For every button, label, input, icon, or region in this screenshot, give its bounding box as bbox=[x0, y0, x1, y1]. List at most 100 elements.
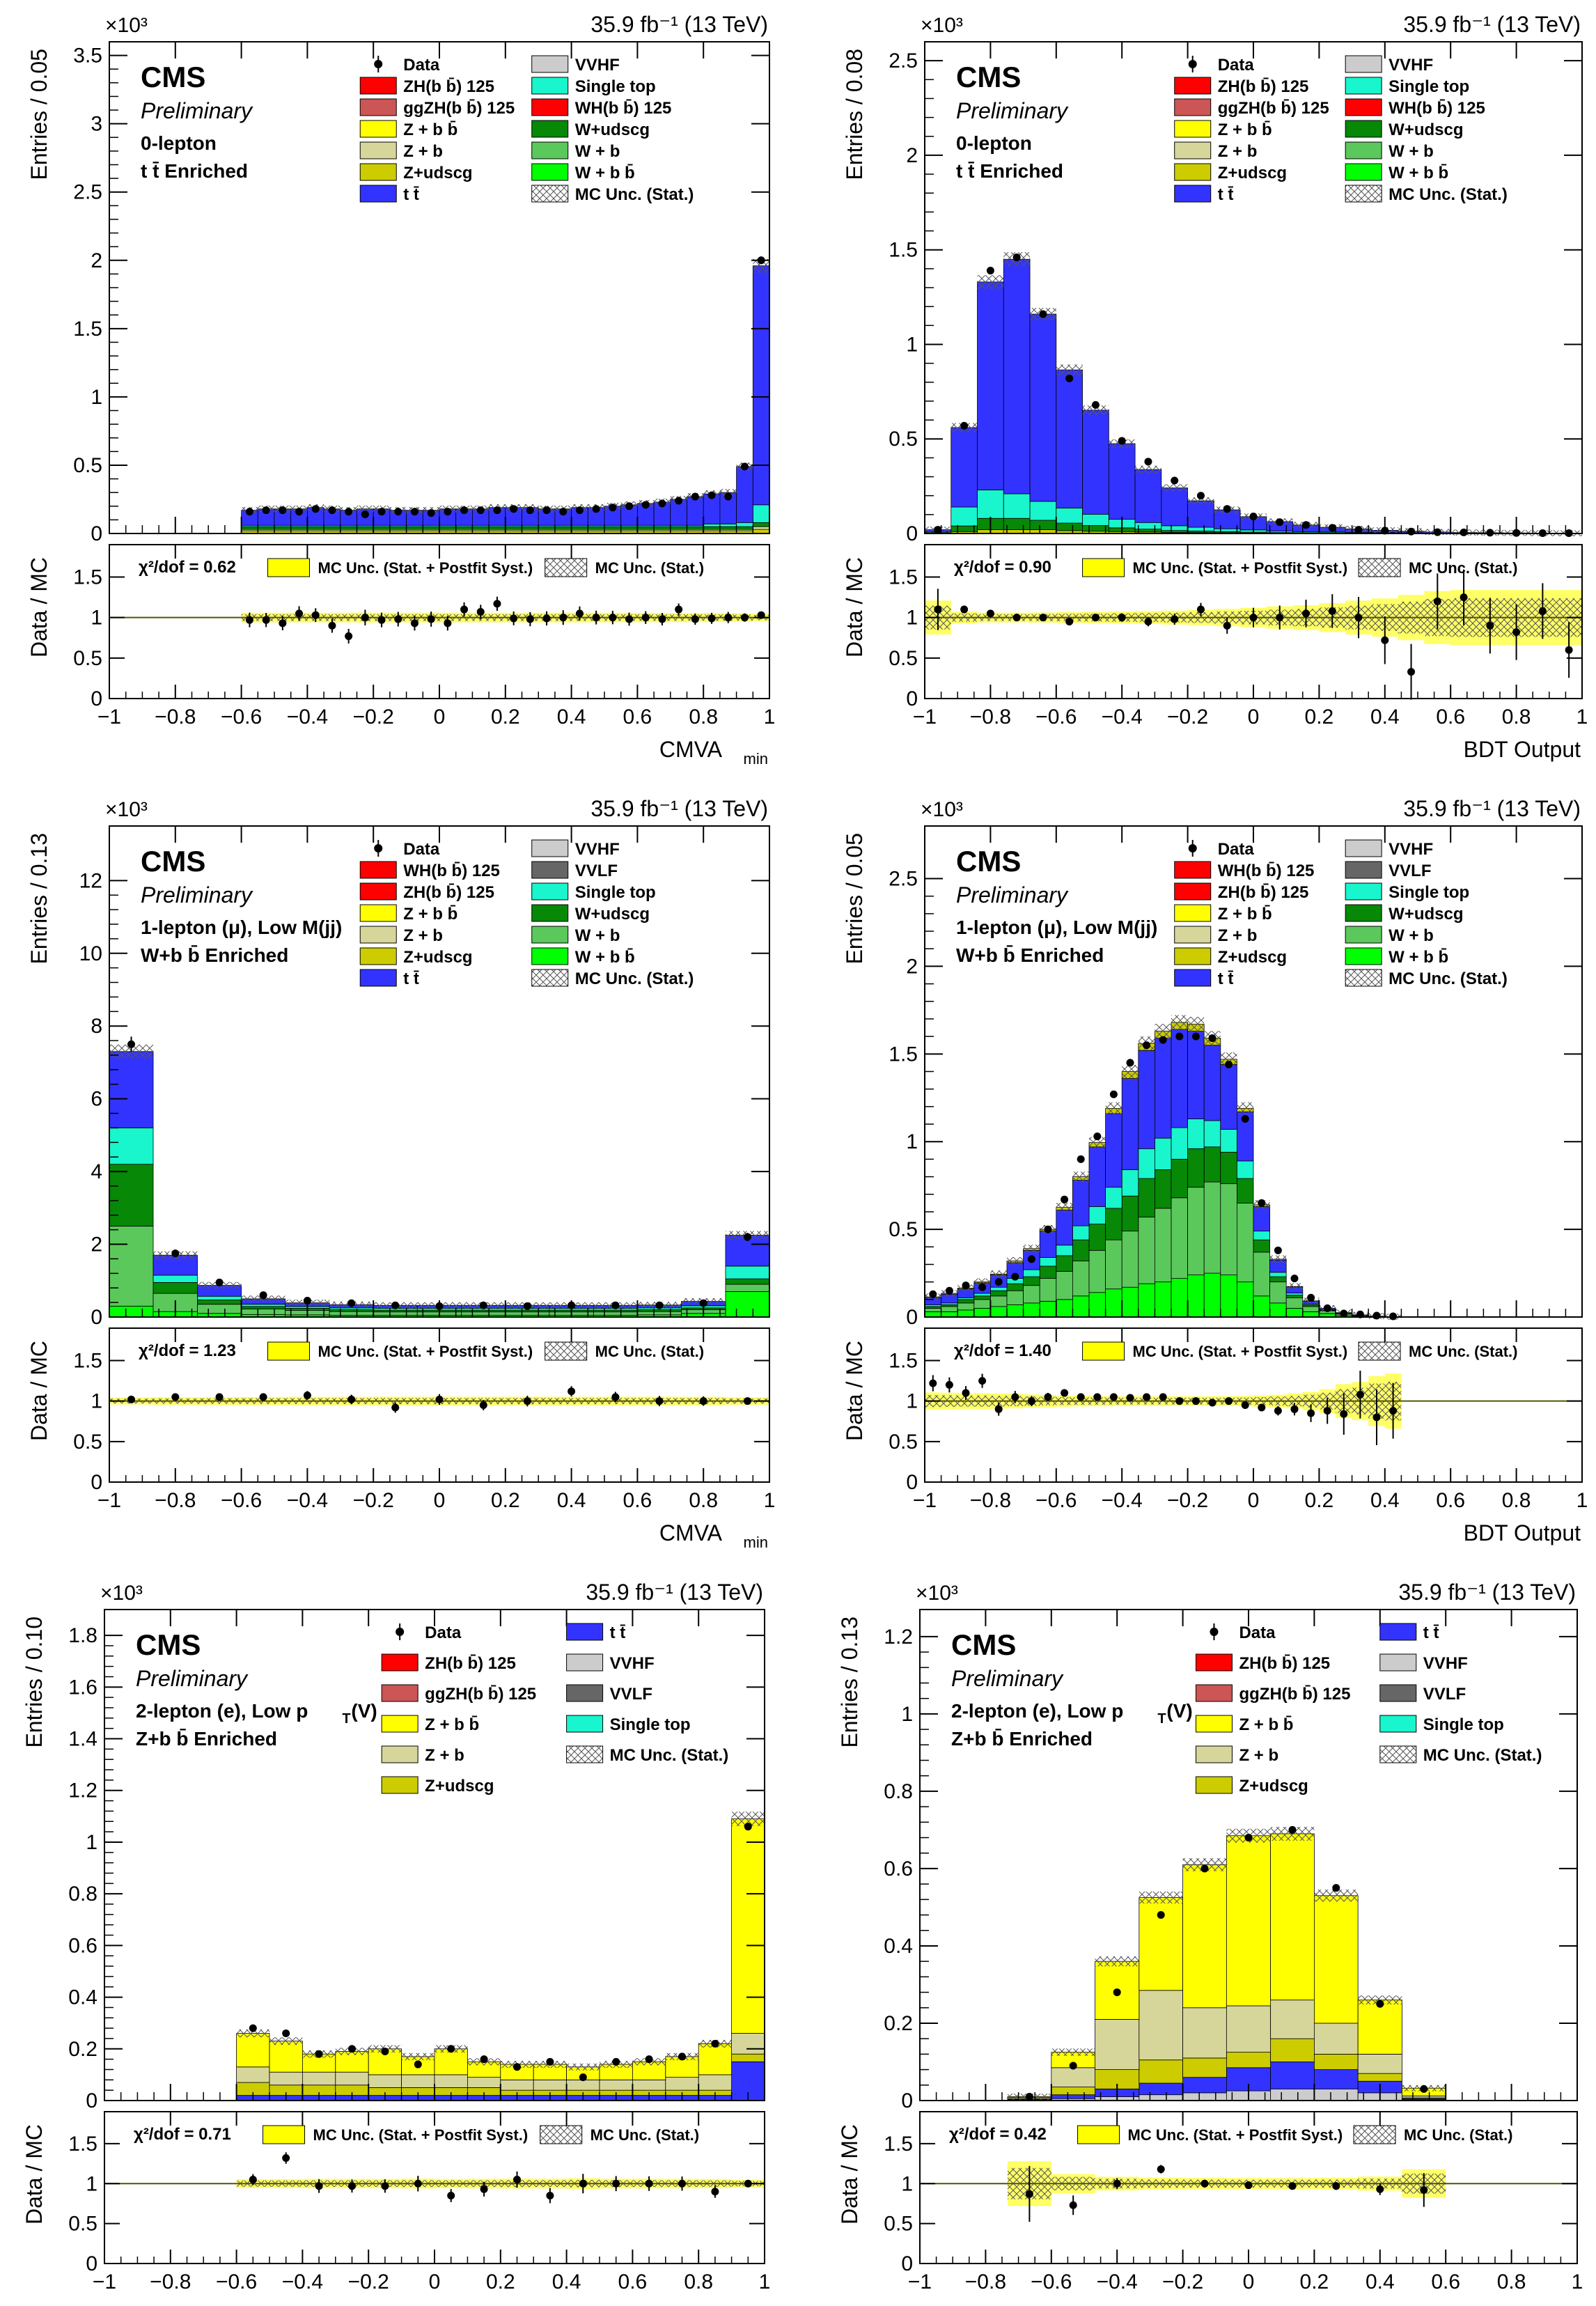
histogram-bar bbox=[461, 1311, 506, 1316]
histogram-bar bbox=[571, 526, 588, 530]
ratio-legend-syst-label: MC Unc. (Stat. + Postfit Syst.) bbox=[1133, 1343, 1348, 1360]
histogram-bar bbox=[1056, 1245, 1073, 1256]
y-tick-label: 2 bbox=[91, 1233, 102, 1256]
histogram-bar bbox=[109, 1305, 154, 1318]
lumi-label: 35.9 fb⁻¹ (13 TeV) bbox=[1398, 1580, 1576, 1605]
ratio-point bbox=[960, 605, 969, 614]
legend-label: VVHF bbox=[1388, 56, 1433, 75]
data-point bbox=[1486, 529, 1494, 537]
histogram-bar bbox=[1155, 1137, 1172, 1170]
histogram-bar bbox=[1039, 1265, 1057, 1279]
x-tick-label: −0.4 bbox=[1097, 2270, 1138, 2293]
legend-swatch bbox=[1379, 1623, 1417, 1641]
legend-label: ggZH(b b̄) 125 bbox=[1239, 1685, 1350, 1704]
mc-stat-uncertainty bbox=[109, 1044, 769, 1309]
ratio-panel: χ²/dof = 0.90 MC Unc. (Stat. + Postfit Sy… bbox=[842, 544, 1588, 762]
hatch-band bbox=[1056, 364, 1083, 375]
histogram-bar bbox=[973, 1299, 991, 1309]
ratio-point bbox=[1171, 615, 1179, 623]
x-tick-label: 0.8 bbox=[684, 2270, 713, 2293]
legend-swatch bbox=[531, 77, 569, 95]
y-tick-label: 0 bbox=[906, 522, 918, 545]
histogram-bar bbox=[373, 1311, 418, 1316]
histogram-bar bbox=[924, 1311, 942, 1318]
data-point bbox=[678, 2052, 686, 2061]
ratio-point bbox=[1012, 614, 1021, 622]
data-point bbox=[215, 1278, 224, 1286]
ratio-point bbox=[311, 611, 320, 619]
ratio-point bbox=[1159, 1393, 1167, 1401]
legend-label: W+udscg bbox=[575, 120, 650, 139]
legend: Data ZH(b b̄) 125 ggZH(b b̄) 125 Z + b b̄ Z … bbox=[381, 1623, 728, 1795]
legend-label: Z + b b̄ bbox=[403, 120, 457, 139]
ratio-point bbox=[1223, 621, 1231, 630]
histogram-bar bbox=[1056, 507, 1083, 524]
legend-label: Data bbox=[1239, 1623, 1276, 1642]
x-tick-label: 1 bbox=[764, 706, 776, 729]
ratio-point bbox=[1044, 1393, 1052, 1401]
data-point bbox=[348, 2045, 356, 2053]
legend-label: ggZH(b b̄) 125 bbox=[403, 99, 515, 118]
histogram-bar bbox=[653, 526, 671, 530]
legend-label: Data bbox=[1218, 840, 1255, 859]
hatch-band bbox=[1056, 1203, 1073, 1213]
ratio-point bbox=[1307, 1409, 1315, 1417]
ratio-point bbox=[1126, 1394, 1134, 1402]
histogram-bar bbox=[1088, 1292, 1106, 1318]
ratio-point bbox=[625, 615, 634, 623]
histogram-bar bbox=[1302, 1311, 1320, 1318]
histogram-bar bbox=[1182, 2077, 1227, 2094]
legend-hatch-swatch bbox=[566, 1745, 604, 1763]
legend-label: Z+udscg bbox=[403, 164, 472, 182]
histogram-bar bbox=[1072, 1225, 1090, 1240]
legend-swatch bbox=[1174, 926, 1212, 944]
histogram-bar bbox=[373, 526, 391, 530]
hatch-band bbox=[1135, 465, 1161, 474]
legend-data-marker bbox=[374, 60, 383, 68]
legend-label: Z+udscg bbox=[425, 1777, 494, 1795]
cms-label: CMS bbox=[136, 1628, 201, 1661]
ratio-point bbox=[1091, 614, 1100, 622]
data-point bbox=[510, 505, 518, 513]
legend-label: Data bbox=[425, 1623, 462, 1642]
region-label: t t̄ Enriched bbox=[956, 160, 1063, 182]
legend-hatch-swatch bbox=[531, 185, 569, 203]
x-tick-label: −0.6 bbox=[1035, 1489, 1077, 1512]
data-point bbox=[978, 1283, 987, 1291]
ratio-point bbox=[1157, 2165, 1165, 2174]
ratio-legend-stat-label: MC Unc. (Stat.) bbox=[1409, 559, 1517, 577]
histogram-bar bbox=[1237, 1202, 1254, 1283]
y-tick-label: 0.4 bbox=[884, 1935, 913, 1958]
histogram-bar bbox=[1285, 1295, 1304, 1298]
x-tick-label: 0.4 bbox=[557, 1489, 586, 1512]
histogram-bar bbox=[1213, 528, 1241, 532]
x-tick-label: 0.2 bbox=[1300, 2270, 1329, 2293]
histogram-bar bbox=[1139, 2094, 1183, 2101]
ratio-point bbox=[542, 614, 551, 623]
x-tick-label: 0.2 bbox=[491, 1489, 520, 1512]
histogram-bar bbox=[1171, 1158, 1189, 1199]
legend-label: VVLF bbox=[1388, 862, 1431, 880]
hatch-band bbox=[1286, 1283, 1303, 1291]
ratio-point bbox=[171, 1393, 180, 1401]
legend-label: Single top bbox=[1388, 883, 1469, 902]
x-tick-label: −0.8 bbox=[970, 1489, 1011, 1512]
data-point bbox=[315, 2050, 323, 2058]
x-tick-label: 1 bbox=[759, 2270, 771, 2293]
histogram-bar bbox=[1302, 1306, 1320, 1312]
histogram-bar bbox=[1155, 1281, 1172, 1318]
x-tick-label: −0.4 bbox=[1102, 1489, 1143, 1512]
legend-swatch bbox=[359, 141, 397, 159]
histogram-bar bbox=[1095, 2019, 1140, 2070]
x-tick-label: 0.8 bbox=[1497, 2270, 1526, 2293]
data-point bbox=[410, 508, 418, 516]
legend-label: W+udscg bbox=[575, 905, 650, 924]
ratio-point bbox=[1356, 1390, 1364, 1399]
ratio-point bbox=[127, 1395, 136, 1403]
legend-label: MC Unc. (Stat.) bbox=[1388, 185, 1508, 204]
legend-data-marker bbox=[396, 1628, 405, 1636]
histogram-bar bbox=[488, 526, 506, 530]
histogram-bar bbox=[340, 526, 357, 530]
histogram-bar bbox=[1187, 1275, 1205, 1318]
data-point bbox=[1118, 437, 1126, 445]
